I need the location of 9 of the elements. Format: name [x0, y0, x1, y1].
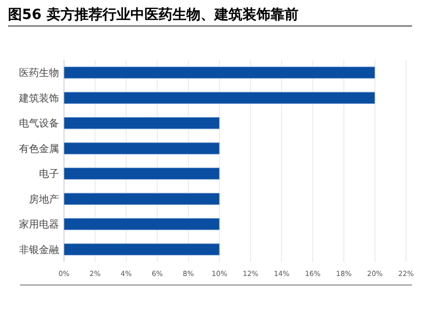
chart-title: 图56 卖方推荐行业中医药生物、建筑装饰靠前 — [8, 6, 298, 23]
y-tick-label: 有色金属 — [19, 142, 59, 155]
y-tick-label: 建筑装饰 — [18, 92, 59, 104]
y-tick-label: 电气设备 — [19, 118, 59, 130]
y-tick-label: 非银金融 — [19, 244, 59, 256]
y-tick-label: 房地产 — [29, 193, 59, 206]
y-tick-label: 医药生物 — [19, 67, 59, 80]
y-tick-label: 家用电器 — [19, 218, 59, 231]
y-tick-label: 电子 — [39, 168, 59, 180]
